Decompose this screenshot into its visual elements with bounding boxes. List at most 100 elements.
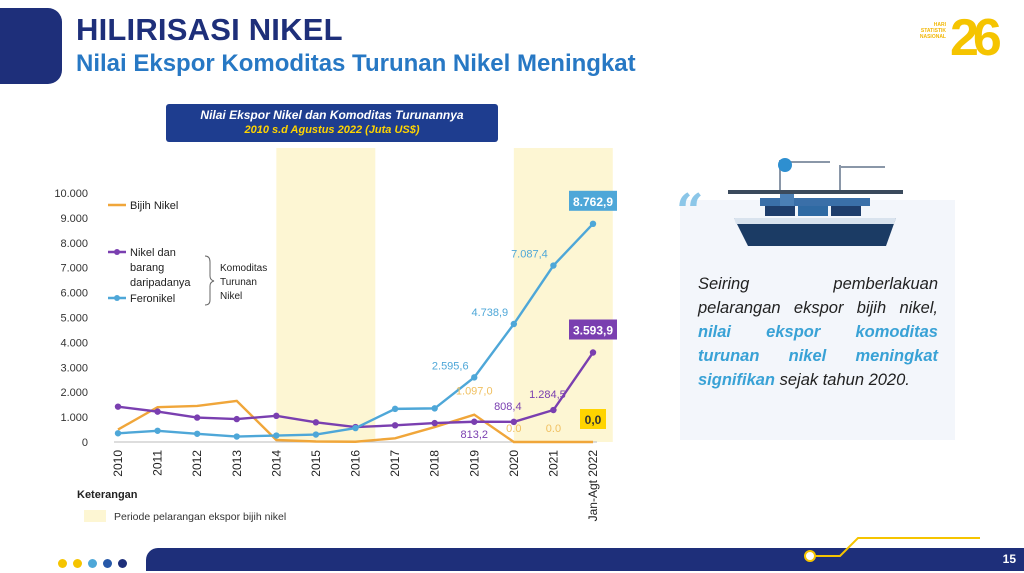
data-label: 7.087,4 — [511, 249, 548, 261]
x-tick-label: Jan-Agt 2022 — [586, 450, 600, 522]
series-point-2 — [431, 405, 438, 412]
series-point-1 — [391, 422, 399, 429]
data-label: 1.097,0 — [456, 386, 493, 398]
series-point-1 — [550, 406, 557, 414]
series-point-2 — [154, 427, 161, 434]
quote-mark-icon: “ — [676, 184, 704, 240]
series-point-2 — [114, 430, 122, 437]
dot-5 — [118, 559, 127, 568]
quote-text: Seiring pemberlakuan pelarangan ekspor b… — [698, 275, 938, 389]
data-label: 4.738,9 — [471, 307, 508, 319]
legend-group-label: Nikel — [220, 291, 242, 302]
series-point-2 — [589, 220, 597, 228]
series-point-2 — [391, 405, 399, 413]
quote-highlight: nilai ekspor komoditas turunan nikel men… — [698, 323, 938, 389]
series-point-2 — [510, 320, 518, 328]
data-label-box — [569, 190, 617, 211]
x-tick-label: 2014 — [269, 450, 283, 477]
series-point-2 — [550, 262, 557, 269]
hari-statistik-logo: HARI STATISTIK NASIONAL 26 — [914, 9, 1006, 68]
legend-group-label: Turunan — [220, 277, 257, 288]
data-label: 813,2 — [460, 429, 488, 441]
data-label: 2.595,6 — [432, 360, 469, 372]
legend-label-nikel: Nikel dan — [130, 247, 176, 259]
x-tick-label: 2012 — [190, 450, 204, 477]
x-tick-label: 2010 — [111, 450, 125, 477]
y-tick-label: 7.000 — [60, 263, 88, 275]
series-point-2 — [233, 433, 240, 440]
progress-dots — [58, 555, 133, 573]
legend-brace — [204, 255, 215, 306]
y-tick-label: 5.000 — [60, 313, 88, 325]
dot-1 — [58, 559, 67, 568]
logo-text: HARI STATISTIK NASIONAL — [919, 22, 946, 40]
notes-heading: Keterangan — [77, 489, 138, 501]
data-label: 0.0 — [546, 423, 561, 435]
data-label: 0,0 — [585, 413, 602, 427]
dot-2 — [73, 559, 82, 568]
x-tick-label: 2017 — [388, 450, 402, 477]
series-point-1 — [589, 349, 597, 356]
data-label: 8.762,9 — [573, 195, 613, 209]
x-tick-label: 2011 — [151, 450, 165, 476]
y-tick-label: 10.000 — [54, 188, 88, 200]
y-tick-label: 1.000 — [60, 412, 88, 424]
circuit-decoration-icon — [804, 537, 980, 562]
series-point-1 — [312, 419, 320, 426]
chart-title: Nilai Ekspor Nikel dan Komoditas Turunan… — [200, 108, 464, 122]
x-tick-label: 2016 — [349, 450, 363, 477]
series-point-1 — [114, 403, 122, 410]
series-point-2 — [273, 432, 280, 439]
series-point-2 — [352, 424, 359, 432]
data-label: 0.0 — [506, 423, 521, 435]
cargo-ship-icon — [728, 158, 903, 246]
legend-marker-feronikel — [114, 295, 120, 301]
data-label: 1.284,5 — [529, 389, 566, 401]
series-point-2 — [471, 374, 478, 381]
x-tick-label: 2018 — [428, 450, 442, 477]
series-point-1 — [154, 408, 161, 415]
legend-label-nikel: barang — [130, 262, 164, 274]
dot-3 — [88, 559, 97, 568]
y-tick-label: 8.000 — [60, 238, 88, 250]
x-tick-label: 2019 — [467, 450, 481, 477]
shading-legend-swatch — [84, 510, 106, 522]
data-label-box — [569, 319, 617, 340]
y-tick-label: 6.000 — [60, 288, 88, 300]
legend-label-bijih: Bijih Nikel — [130, 200, 178, 212]
legend-group-label: Komoditas — [220, 263, 267, 274]
legend-label-feronikel: Feronikel — [130, 293, 175, 305]
dot-4 — [103, 559, 112, 568]
x-tick-label: 2015 — [309, 450, 323, 477]
legend-label-nikel: daripadanya — [130, 277, 191, 289]
series-point-2 — [193, 430, 201, 437]
series-point-1 — [510, 418, 518, 426]
x-tick-label: 2013 — [230, 450, 244, 477]
chart-period: 2010 s.d Agustus 2022 (Juta US$) — [244, 124, 420, 136]
series-point-1 — [471, 418, 478, 425]
logo-number: 26 — [950, 9, 1002, 67]
series-point-1 — [273, 412, 280, 420]
series-point-1 — [193, 414, 201, 421]
data-label: 3.593,9 — [573, 324, 613, 338]
page-title: HILIRISASI NIKEL — [76, 12, 343, 47]
chart-title-box: Nilai Ekspor Nikel dan Komoditas Turunan… — [166, 104, 498, 142]
y-tick-label: 9.000 — [60, 213, 88, 225]
y-tick-label: 4.000 — [60, 337, 88, 349]
shading-legend-label: Periode pelarangan ekspor bijih nikel — [114, 511, 287, 523]
data-label: 808,4 — [494, 401, 522, 413]
legend-marker-nikel — [114, 249, 120, 255]
x-tick-label: 2020 — [507, 450, 521, 477]
x-tick-label: 2021 — [546, 450, 560, 477]
shaded-period-0 — [276, 148, 376, 442]
y-tick-label: 0 — [82, 437, 88, 449]
series-point-2 — [312, 431, 320, 438]
series-point-1 — [431, 419, 438, 427]
page-subtitle: Nilai Ekspor Komoditas Turunan Nikel Men… — [76, 50, 636, 77]
y-tick-label: 2.000 — [60, 387, 88, 399]
series-point-1 — [233, 415, 240, 423]
data-label-box — [580, 409, 606, 429]
page-number: 15 — [1002, 552, 1016, 566]
y-tick-label: 3.000 — [60, 362, 88, 374]
